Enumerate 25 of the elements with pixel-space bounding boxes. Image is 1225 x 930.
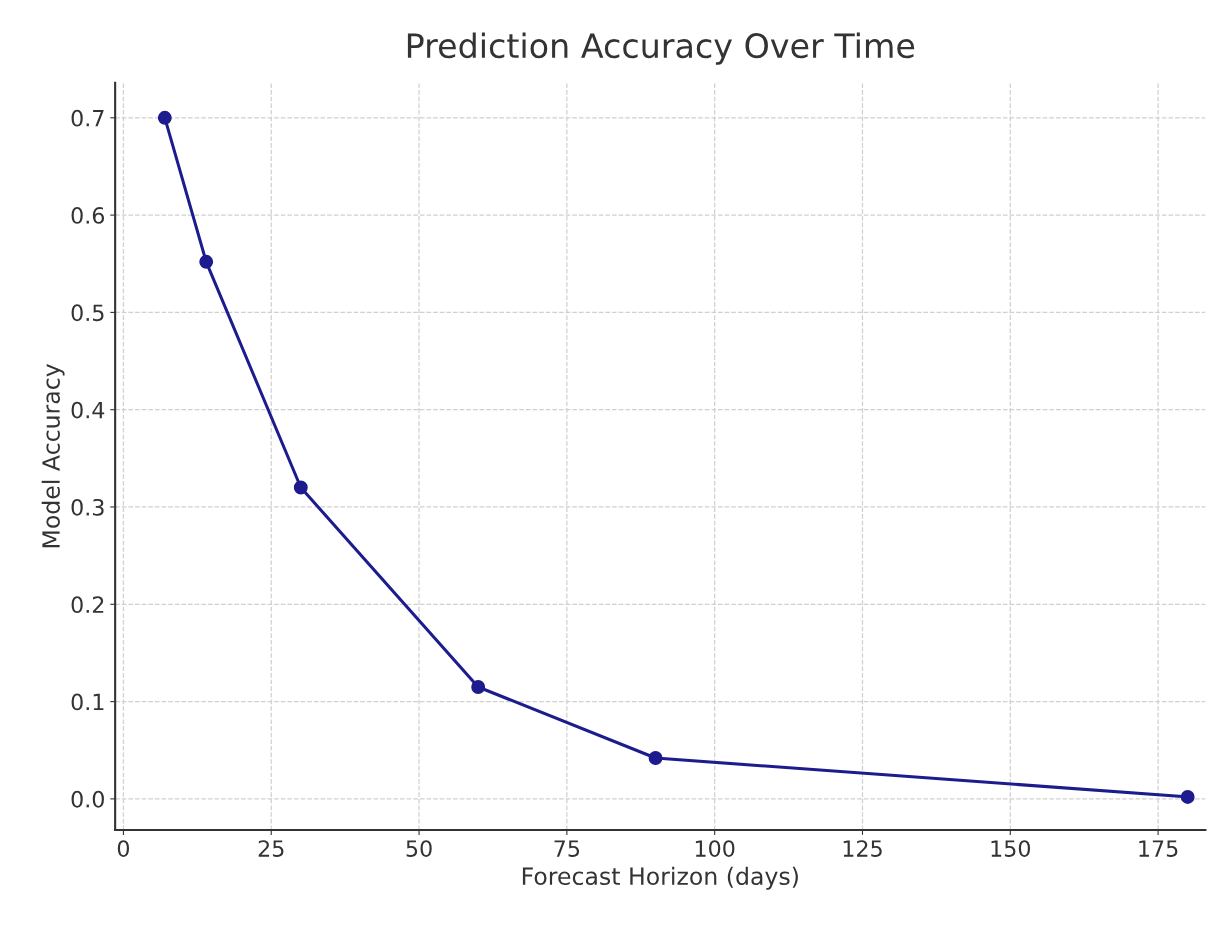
point [471,680,486,694]
point [199,254,214,269]
x-tick-label: 150 [991,840,1031,857]
chart-title: Prediction Accuracy Over Time [407,32,915,65]
x-tick-label: 75 [554,840,580,857]
y-tick-label: 0.5 [71,304,104,322]
y-tick-label: 0.6 [71,207,105,224]
x-tick-label: 100 [695,840,735,857]
y-tick-label: 0.4 [71,401,105,419]
y-tick-label: 0.1 [71,693,104,711]
x-tick-label: 50 [406,840,432,857]
y-tick-label: 0.2 [71,596,104,614]
point [157,110,172,125]
x-tick-label: 0 [117,840,130,857]
point [1180,789,1195,804]
x-tick-label: 25 [258,840,284,857]
x-tick-label: 125 [843,840,882,857]
y-tick-label: 0.7 [71,109,104,127]
y-tick-label: 0.0 [71,790,104,808]
y-axis-title: Model Accuracy [41,364,65,548]
point [293,480,308,495]
x-tick-label: 175 [1139,840,1178,857]
x-axis-title: Forecast Horizon (days) [522,866,798,890]
y-tick-label: 0.3 [71,498,104,516]
point [648,751,663,765]
